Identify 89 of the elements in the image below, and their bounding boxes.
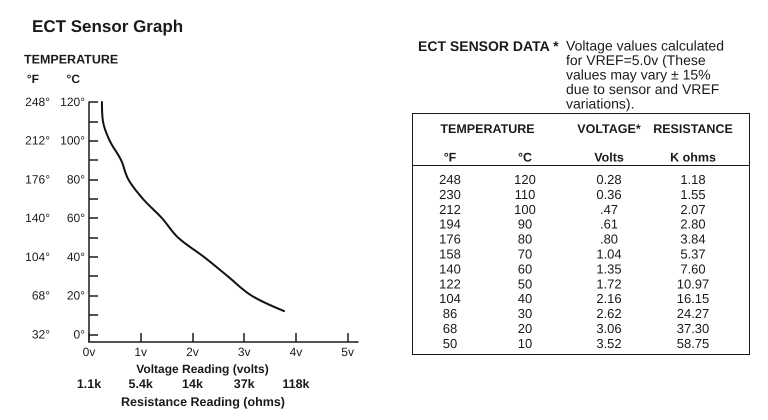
text: 1.1k [76,377,102,391]
text: Resistance Reading (ohms) [121,395,285,409]
y-tick-label: 230 [439,186,461,202]
chart-title: ECT Sensor Graph [32,17,184,36]
data-label: 90 [518,216,532,232]
x-tick-label: 2v [186,345,199,359]
text: RESISTANCE [653,122,733,136]
data-label: 2.16 [596,291,622,306]
data-label: 20 [518,320,532,336]
y-tick-label: 40° [66,250,86,264]
text: 14k [182,377,203,391]
y-tick-label: 176 [439,232,461,247]
chart-title: ECT SENSOR DATA * [418,38,560,54]
data-label: 2.07 [680,202,706,217]
y-tick-label: 120° [60,95,86,109]
y2-tick-label: 140° [25,211,50,226]
data-label: 2.62 [596,306,622,322]
y-tick-label: 80° [66,172,86,186]
y-tick-label: 140 [439,261,461,276]
x-tick-label: 4v [290,345,302,359]
data-label: 16.15 [676,291,710,306]
data-label: 58.75 [676,336,710,351]
data-label: 3.84 [680,232,706,247]
text: Voltage values calculated for VREF=5.0v (These values may vary ± 15% due to sensor and VREF variations). [566,37,728,112]
x-tick-label: K ohms [670,150,716,164]
data-label: 30 [518,306,532,322]
x-tick-label: 1v [134,345,148,359]
y-tick-label: 100° [60,134,86,148]
data-label: 120 [514,172,536,187]
data-label: 0.28 [596,172,622,187]
data-label: 10 [518,336,532,351]
data-label: 1.72 [596,276,622,292]
data-label: 10.97 [676,276,710,292]
y-axis-title: °F [444,150,457,164]
data-label: 60 [518,261,532,276]
text: VOLTAGE* [577,122,641,136]
x-tick-label: 0v [82,345,96,359]
data-label: 1.04 [596,246,622,262]
y2-tick-label: 68° [32,288,50,303]
y2-tick-label: 176° [25,172,50,186]
line-series [100,101,286,312]
y-tick-label: 68 [442,320,458,336]
text: 5.4k [128,377,153,391]
data-label: 2.80 [680,216,706,232]
data-label: 110 [514,186,536,202]
text: TEMPERATURE [24,52,118,66]
data-label: 40 [518,291,532,306]
y-tick-label: 248 [439,172,461,187]
y-axis-title: °C [66,72,80,86]
y2-axis-title: °F [26,72,39,86]
y-tick-label: 212 [439,202,461,217]
y2-tick-label: 104° [25,250,50,264]
y-tick-label: 194 [439,216,461,232]
data-label: 3.06 [596,320,622,336]
y-tick-label: 122 [439,276,461,292]
y-tick-label: 158 [439,246,461,262]
data-label: 0.36 [596,186,622,202]
y-tick-label: 104 [439,291,461,306]
data-label: .61 [600,216,618,232]
y-tick-label: 50 [442,336,458,351]
y-tick-label: 20° [66,288,86,303]
y2-tick-label: 212° [25,134,50,148]
data-label: 1.18 [680,172,706,187]
data-label: 1.35 [596,261,622,276]
data-label: .80 [600,232,618,247]
y-tick-label: 0° [74,327,86,342]
data-label: .47 [600,202,618,217]
data-label: 5.37 [680,246,706,262]
x-tick-label: 5v [341,345,354,359]
data-label: 37.30 [676,320,710,336]
x-axis-title: Voltage Reading (volts) [136,362,269,376]
data-label: 80 [518,232,532,247]
x-tick-label: 3v [238,345,251,359]
x-tick-label: Volts [594,150,624,164]
y-tick-label: 86 [442,306,458,322]
x-tick-label: °C [518,150,532,164]
data-label: 70 [518,246,532,262]
y2-tick-label: 248° [25,95,50,109]
data-label: 100 [514,202,536,217]
text: 118k [282,377,310,391]
data-label: 7.60 [680,261,706,276]
data-label: 50 [518,276,532,292]
data-label: 24.27 [676,306,710,322]
data-label: 3.52 [596,336,622,351]
data-label: 1.55 [680,186,706,202]
text: 37k [234,377,255,391]
y2-tick-label: 32° [32,327,50,342]
text: TEMPERATURE [440,122,535,136]
y-tick-label: 60° [66,211,86,226]
